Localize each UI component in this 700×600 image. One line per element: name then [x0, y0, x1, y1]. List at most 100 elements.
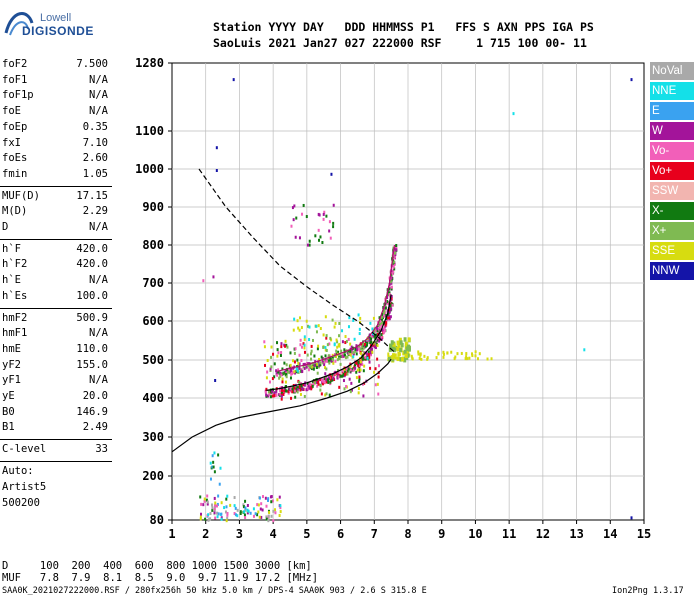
auto-label: Auto: [2, 464, 34, 477]
echo-point [372, 343, 375, 347]
echo-point [343, 352, 346, 356]
echo-point [350, 345, 353, 349]
echo-point [389, 315, 392, 319]
echo-point [355, 370, 358, 374]
echo-point [392, 269, 395, 273]
echo-point [214, 503, 217, 507]
x-tick-label: 14 [603, 527, 617, 541]
echo-point [260, 515, 263, 519]
echo-point [355, 346, 358, 350]
echo-point [293, 370, 296, 374]
echo-point [276, 348, 279, 352]
echo-point [307, 387, 310, 391]
echo-point [406, 353, 410, 358]
echo-point [299, 343, 302, 347]
echo-point [239, 511, 242, 515]
echo-point [338, 355, 341, 359]
echo-point [442, 355, 445, 359]
echo-point [329, 236, 332, 240]
y-tick-label: 1280 [135, 56, 164, 70]
echo-point [315, 330, 318, 334]
x-tick-label: 8 [404, 527, 411, 541]
echo-point [303, 335, 306, 339]
echo-point [361, 357, 364, 361]
echo-point [282, 393, 285, 397]
echo-point [320, 378, 323, 382]
echo-point [306, 385, 309, 389]
echo-point [466, 357, 469, 361]
echo-point [376, 343, 379, 347]
echo-point [213, 470, 216, 474]
echo-point [301, 387, 304, 391]
echo-point [383, 309, 386, 313]
echo-point [328, 361, 331, 365]
y-tick-label: 300 [142, 430, 164, 444]
echo-point [305, 319, 308, 323]
echo-point [324, 346, 327, 350]
echo-point [384, 311, 387, 315]
echo-point [203, 497, 206, 501]
param-key: foF1p [2, 89, 34, 102]
echo-point [349, 368, 352, 372]
echo-point [360, 347, 363, 351]
param-key: yF2 [2, 358, 21, 371]
echo-point [322, 345, 325, 349]
echo-point [363, 342, 366, 346]
echo-point [287, 370, 290, 374]
param-value: N/A [89, 105, 108, 118]
y-tick-label: 1000 [135, 162, 164, 176]
echo-point [315, 324, 318, 328]
echo-point [281, 389, 284, 393]
echo-point [390, 285, 393, 289]
echo-point [388, 287, 391, 291]
echo-point [397, 343, 401, 348]
param-key: foEs [2, 152, 28, 165]
echo-point [321, 359, 324, 363]
echo-point [322, 361, 325, 365]
echo-point [332, 225, 335, 229]
echo-point [442, 352, 445, 356]
echo-point [347, 325, 350, 329]
echo-point [271, 394, 274, 398]
echo-point [212, 275, 215, 279]
param-value: 100.0 [76, 289, 108, 302]
legend-item-sse: SSE [650, 242, 694, 260]
echo-point [380, 337, 383, 341]
param-row-hme: hmE 110.0 [2, 343, 108, 358]
param-separator [0, 238, 112, 240]
param-value: 17.15 [76, 189, 108, 202]
echo-point [381, 328, 384, 332]
echo-point [302, 365, 305, 369]
param-row-yf1: yF1 N/A [2, 374, 108, 389]
echo-point [329, 336, 332, 340]
echo-point [358, 379, 361, 383]
echo-point [395, 243, 398, 247]
echo-point [358, 332, 361, 336]
echo-point [362, 369, 365, 373]
param-row-fof1: foF1 N/A [2, 74, 108, 89]
echo-point [303, 383, 306, 387]
echo-point [367, 350, 370, 354]
echo-point [338, 385, 341, 389]
echo-point [369, 366, 372, 370]
echo-point [330, 375, 333, 379]
echo-point [370, 337, 373, 341]
echo-point [336, 376, 339, 380]
echo-point [391, 261, 394, 265]
digisonde-logo-icon [4, 12, 34, 36]
echo-point [390, 340, 394, 345]
echo-point [471, 354, 474, 358]
echo-point [276, 373, 279, 377]
echo-point [389, 280, 392, 284]
echo-point [268, 392, 271, 396]
echo-point [279, 510, 282, 514]
param-key: B0 [2, 405, 15, 418]
echo-point [391, 342, 395, 348]
param-row-fmin: fmin 1.05 [2, 168, 108, 183]
echo-point [381, 321, 384, 325]
echo-point [296, 388, 299, 392]
echo-point [380, 317, 383, 321]
echo-point [313, 365, 316, 369]
echo-point [380, 324, 383, 328]
echo-point [373, 345, 376, 349]
